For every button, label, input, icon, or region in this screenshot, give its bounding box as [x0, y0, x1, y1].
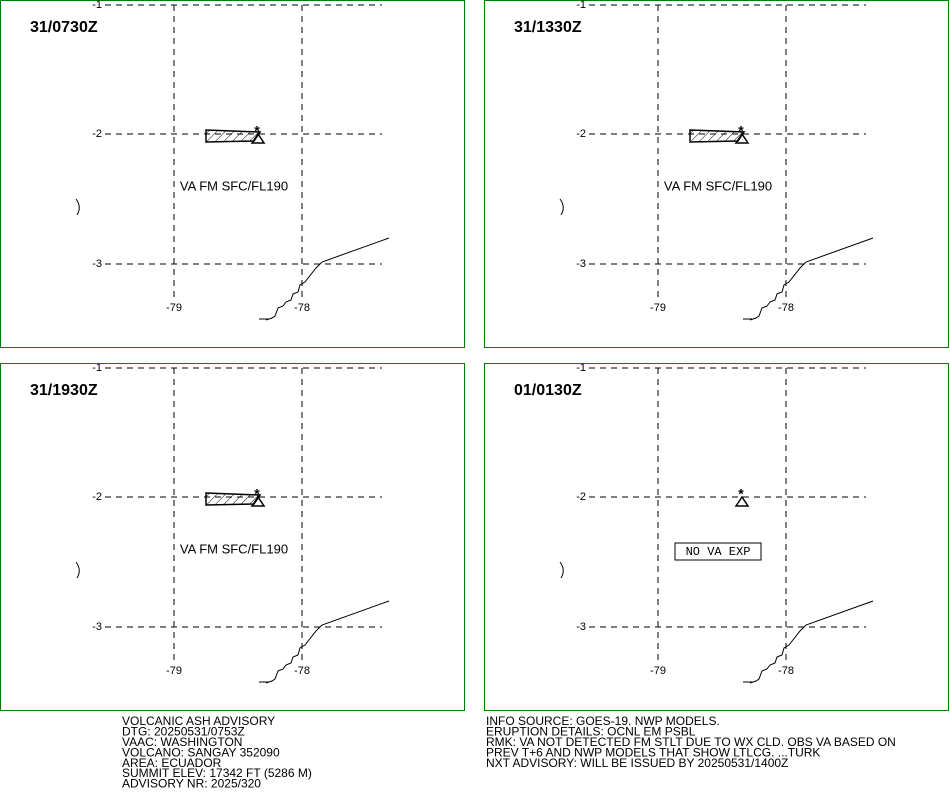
coastline: [265, 237, 390, 321]
coastline: [75, 198, 80, 216]
ash-area: [205, 492, 262, 506]
volcano: [734, 495, 750, 507]
longitude-label: -79: [166, 665, 182, 677]
latitude-label: -1: [92, 0, 102, 11]
latitude-label: -3: [576, 621, 586, 633]
ash-area: [205, 129, 262, 143]
latitude-label: -1: [92, 362, 102, 374]
map-panel: -1 -2 -3 -79 -78 * NO VA EXP 01/0130Z: [484, 362, 949, 711]
latitude-label: -1: [576, 362, 586, 374]
latitude-label: -3: [92, 621, 102, 633]
coastline: [749, 237, 874, 321]
ash-label: NO VA EXP: [686, 545, 751, 559]
longitude-label: -78: [778, 665, 794, 677]
volcano-marker: *: [738, 123, 744, 139]
footer-line: RMK: VA NOT DETECTED FM STLT DUE TO WX C…: [486, 735, 896, 749]
ash-label: VA FM SFC/FL190: [180, 541, 288, 556]
longitude-label: -79: [650, 665, 666, 677]
volcano-marker: *: [254, 123, 260, 139]
latitude-label: -1: [576, 0, 586, 11]
longitude-label: -79: [650, 302, 666, 314]
latitude-label: -3: [576, 258, 586, 270]
panel-border: [484, 363, 949, 711]
footer-line: ADVISORY NR: 2025/320: [122, 777, 261, 791]
coastline: [559, 561, 564, 579]
panel-border: [0, 0, 465, 348]
map-panel: -1 -2 -3 -79 -78 * VA FM SFC/FL190 31/1330Z: [484, 0, 949, 348]
panel-border: [484, 0, 949, 348]
label-box: [674, 542, 762, 561]
footer-line: VOLCANO: SANGAY 352090: [122, 745, 280, 759]
footer-line: INFO SOURCE: GOES-19. NWP MODELS.: [486, 714, 720, 728]
footer-line: VAAC: WASHINGTON: [122, 735, 242, 749]
longitude-label: -78: [294, 665, 310, 677]
longitude-label: -78: [294, 302, 310, 314]
map-panel: -1 -2 -3 -79 -78 * VA FM SFC/FL190 31/0730Z: [0, 0, 465, 348]
panel-time: 31/1330Z: [514, 19, 582, 36]
panel-time: 01/0130Z: [514, 382, 582, 399]
map-panel: -1 -2 -3 -79 -78 * VA FM SFC/FL190 31/1930Z: [0, 362, 465, 711]
ash-area: [689, 129, 746, 143]
coastline: [75, 561, 80, 579]
coastline: [265, 600, 390, 684]
longitude-label: -79: [166, 302, 182, 314]
ash-label: VA FM SFC/FL190: [664, 178, 772, 193]
coastline: [559, 198, 564, 216]
footer-line: ERUPTION DETAILS: OCNL EM PSBL: [486, 725, 696, 739]
footer-line: SUMMIT ELEV: 17342 FT (5286 M): [122, 766, 312, 780]
volcano-marker: *: [254, 486, 260, 502]
coastline: [749, 600, 874, 684]
volcano-marker: *: [738, 486, 744, 502]
latitude-label: -2: [92, 491, 102, 503]
panel-time: 31/0730Z: [30, 19, 98, 36]
latitude-label: -3: [92, 258, 102, 270]
longitude-label: -78: [778, 302, 794, 314]
panel-time: 31/1930Z: [30, 382, 98, 399]
ash-label: VA FM SFC/FL190: [180, 178, 288, 193]
latitude-label: -2: [576, 491, 586, 503]
footer-line: PREV T+6 AND NWP MODELS THAT SHOW LTLCG.…: [486, 745, 820, 759]
panels: -1 -2 -3 -79 -78 * VA FM SFC/FL190 31/0730Z -1 -2…: [0, 0, 949, 711]
latitude-label: -2: [576, 128, 586, 140]
footer-line: DTG: 20250531/0753Z: [122, 725, 245, 739]
footer-line: AREA: ECUADOR: [122, 756, 222, 770]
latitude-label: -2: [92, 128, 102, 140]
footer-line: NXT ADVISORY: WILL BE ISSUED BY 20250531…: [486, 756, 788, 770]
footer-line: VOLCANIC ASH ADVISORY: [122, 714, 275, 728]
panel-border: [0, 363, 465, 711]
